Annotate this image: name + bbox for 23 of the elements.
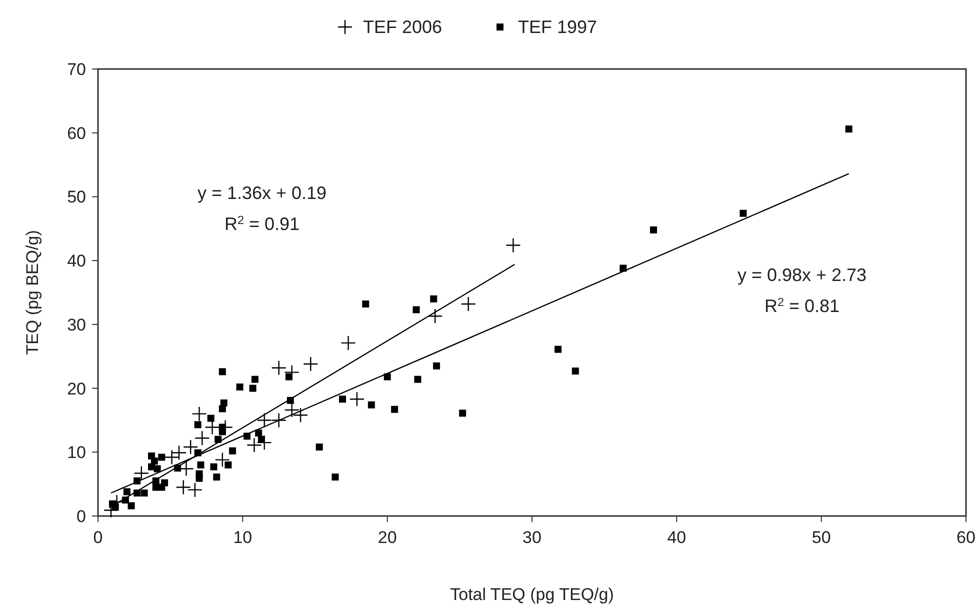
y-tick-label: 20	[67, 379, 86, 398]
y-tick-label: 70	[67, 60, 86, 79]
x-axis-title: Total TEQ (pg TEQ/g)	[450, 585, 614, 604]
y-tick-label: 0	[76, 507, 86, 526]
x-tick-label: 60	[956, 528, 976, 547]
y-tick-label: 30	[67, 315, 86, 334]
annotation: y = 1.36x + 0.19	[197, 183, 327, 203]
y-axis-title: TEQ (pg BEQ/g)	[23, 230, 42, 355]
annotation: R$^{2}$ = 0.91	[224, 214, 300, 234]
x-tick-label: 30	[522, 528, 542, 547]
x-tick-label: 20	[378, 528, 397, 547]
y-tick-label: 50	[67, 188, 86, 207]
x-tick-label: 0	[93, 528, 103, 547]
legend-label: TEF 2006	[363, 17, 442, 37]
legend-label: TEF 1997	[518, 17, 598, 37]
annotation: y = 0.98x + 2.73	[737, 265, 867, 285]
y-tick-label: 10	[67, 443, 86, 462]
x-tick-label: 10	[233, 528, 252, 547]
y-tick-label: 40	[67, 252, 86, 271]
x-tick-label: 40	[667, 528, 686, 547]
x-tick-label: 50	[812, 528, 831, 547]
y-tick-label: 60	[67, 124, 86, 143]
annotation: R$^{2}$ = 0.81	[764, 296, 840, 316]
